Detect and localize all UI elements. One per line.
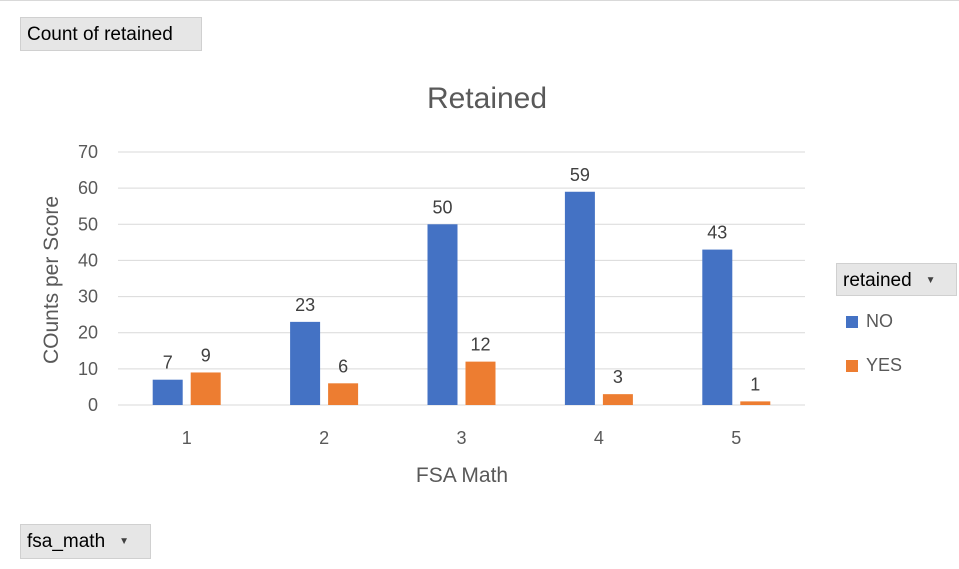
y-tick-label: 40	[78, 250, 98, 270]
data-label: 50	[432, 197, 452, 217]
x-axis-label: FSA Math	[416, 464, 508, 487]
y-tick-label: 10	[78, 359, 98, 379]
x-tick-label: 4	[594, 428, 604, 448]
legend-field-label: retained	[843, 270, 912, 291]
value-field-button[interactable]: Count of retained	[20, 17, 202, 51]
x-tick-label: 5	[731, 428, 741, 448]
bar-no	[290, 321, 321, 405]
dropdown-arrow-icon[interactable]: ▼	[119, 536, 130, 548]
bar-no	[152, 379, 183, 405]
y-tick-label: 70	[78, 142, 98, 162]
axis-field-button[interactable]: fsa_math ▼	[20, 524, 151, 559]
bar-yes	[602, 394, 633, 405]
bar-no	[702, 249, 733, 405]
bar-no	[427, 224, 458, 405]
dropdown-arrow-icon[interactable]: ▼	[925, 275, 936, 287]
y-tick-label: 0	[88, 395, 98, 415]
legend-field-button[interactable]: retained ▼	[836, 263, 957, 296]
legend-label-no: NO	[866, 311, 893, 331]
x-tick-label: 2	[319, 428, 329, 448]
x-tick-label: 3	[456, 428, 466, 448]
bar-yes	[740, 401, 771, 405]
top-border	[0, 0, 959, 1]
bar-no	[564, 191, 595, 405]
bar-yes	[465, 361, 496, 405]
data-label: 3	[613, 367, 623, 387]
data-label: 12	[470, 335, 490, 355]
y-axis-label: COunts per Score	[40, 196, 63, 364]
bar-yes	[190, 372, 221, 405]
y-tick-label: 30	[78, 287, 98, 307]
legend-swatch-no	[846, 316, 858, 328]
legend-swatch-yes	[846, 360, 858, 372]
legend-label-yes: YES	[866, 355, 903, 375]
y-tick-label: 50	[78, 214, 98, 234]
value-field-label: Count of retained	[27, 24, 173, 45]
legend-item-no: NO	[846, 311, 893, 331]
bar-yes	[328, 383, 359, 405]
y-tick-label: 60	[78, 178, 98, 198]
data-label: 59	[570, 165, 590, 185]
legend-item-yes: YES	[846, 355, 902, 375]
chart-title: Retained	[427, 82, 547, 115]
data-label: 9	[201, 345, 211, 365]
data-label: 1	[750, 374, 760, 394]
y-tick-label: 20	[78, 323, 98, 343]
x-tick-label: 1	[182, 428, 192, 448]
axis-field-label: fsa_math	[27, 531, 106, 552]
data-label: 6	[338, 356, 348, 376]
data-label: 7	[163, 353, 173, 373]
data-label: 43	[707, 223, 727, 243]
data-label: 23	[295, 295, 315, 315]
